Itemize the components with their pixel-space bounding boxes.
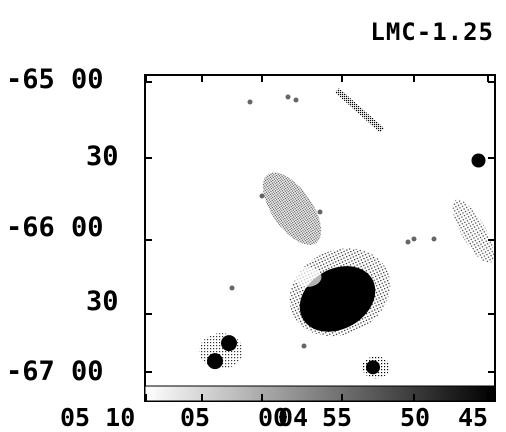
lower-right-clump [362, 356, 390, 379]
central-extension [262, 172, 322, 245]
central-extension-mark [262, 172, 322, 245]
y-tick-label: -65 00 [6, 64, 104, 95]
central-cloud-mark [293, 266, 322, 287]
chart-title: LMC-1.25 [370, 18, 494, 46]
y-tick-label: 30 [86, 141, 119, 172]
y-tick-label: -67 00 [6, 356, 104, 387]
emission-features [199, 88, 495, 379]
x-tick-label: 00 [258, 403, 289, 432]
lower-right-clump-mark [366, 360, 380, 375]
noise-speck [259, 193, 265, 199]
colorbar [144, 385, 496, 402]
y-tick-label: -66 00 [6, 212, 104, 243]
lower-left-clump-mark [221, 335, 237, 352]
noise-speck [411, 236, 417, 242]
noise-speck [405, 239, 411, 245]
lower-left-clump-mark [207, 353, 223, 370]
central-cloud [289, 248, 391, 337]
noise-speck [431, 236, 437, 242]
x-tick-label: 05 [180, 403, 211, 432]
upper-filament-mark [335, 88, 384, 133]
x-tick-label: 50 [400, 403, 431, 432]
x-tick-label: 55 [322, 403, 353, 432]
noise-speck [317, 209, 323, 215]
noise-speck [293, 97, 299, 103]
noise-speck [229, 285, 235, 291]
plot-frame [144, 74, 496, 402]
axis-ticks [145, 75, 495, 401]
right-edge-source [452, 153, 495, 263]
x-tick-label: 05 10 [60, 403, 136, 432]
noise-speck [301, 343, 307, 349]
noise-speck [247, 99, 253, 105]
right-edge-source-mark [471, 153, 486, 168]
x-tick-label: 45 [458, 403, 489, 432]
lower-left-clump [199, 333, 243, 370]
x-tick-label: 04 [278, 403, 309, 432]
noise-speck [285, 94, 291, 100]
y-tick-label: 30 [86, 286, 119, 317]
upper-filament [335, 88, 384, 133]
right-edge-source-mark [452, 199, 495, 263]
